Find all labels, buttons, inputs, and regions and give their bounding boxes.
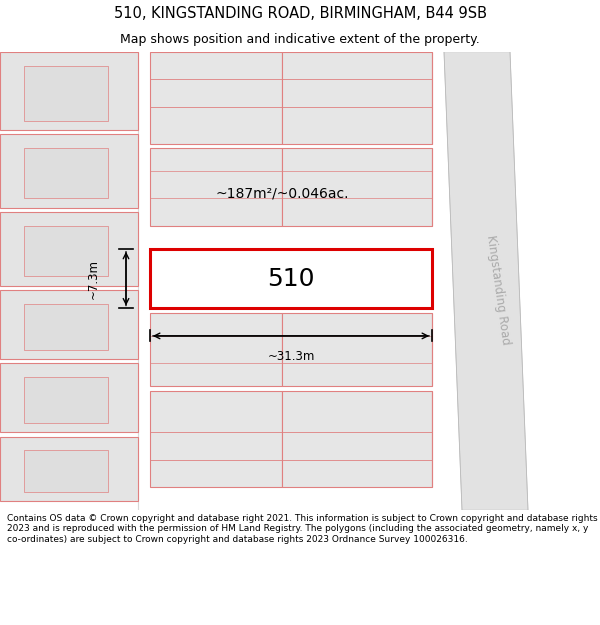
Text: ~31.3m: ~31.3m [268, 350, 314, 363]
Bar [282, 391, 432, 487]
Bar [282, 52, 432, 144]
Bar [0, 213, 138, 286]
Bar [24, 66, 108, 121]
Bar [0, 52, 138, 130]
Bar [150, 313, 282, 386]
Bar [24, 304, 108, 349]
Bar [0, 363, 138, 432]
Bar [282, 148, 432, 226]
Bar [150, 52, 282, 144]
Bar [24, 451, 108, 492]
Bar [150, 148, 282, 226]
Bar [0, 134, 138, 208]
Text: ~7.3m: ~7.3m [86, 259, 100, 299]
Bar [0, 290, 138, 359]
Bar [24, 377, 108, 423]
Text: Kingstanding Road: Kingstanding Road [484, 234, 512, 346]
Text: ~187m²/~0.046ac.: ~187m²/~0.046ac. [215, 187, 349, 201]
Polygon shape [444, 52, 528, 510]
Bar [282, 313, 432, 386]
Text: 510, KINGSTANDING ROAD, BIRMINGHAM, B44 9SB: 510, KINGSTANDING ROAD, BIRMINGHAM, B44 … [113, 6, 487, 21]
Text: Contains OS data © Crown copyright and database right 2021. This information is : Contains OS data © Crown copyright and d… [7, 514, 598, 544]
Bar [24, 148, 108, 199]
Bar [150, 249, 432, 308]
Bar [0, 437, 138, 501]
Text: Map shows position and indicative extent of the property.: Map shows position and indicative extent… [120, 32, 480, 46]
Bar [150, 391, 282, 487]
Text: 510: 510 [267, 267, 315, 291]
Bar [24, 226, 108, 276]
